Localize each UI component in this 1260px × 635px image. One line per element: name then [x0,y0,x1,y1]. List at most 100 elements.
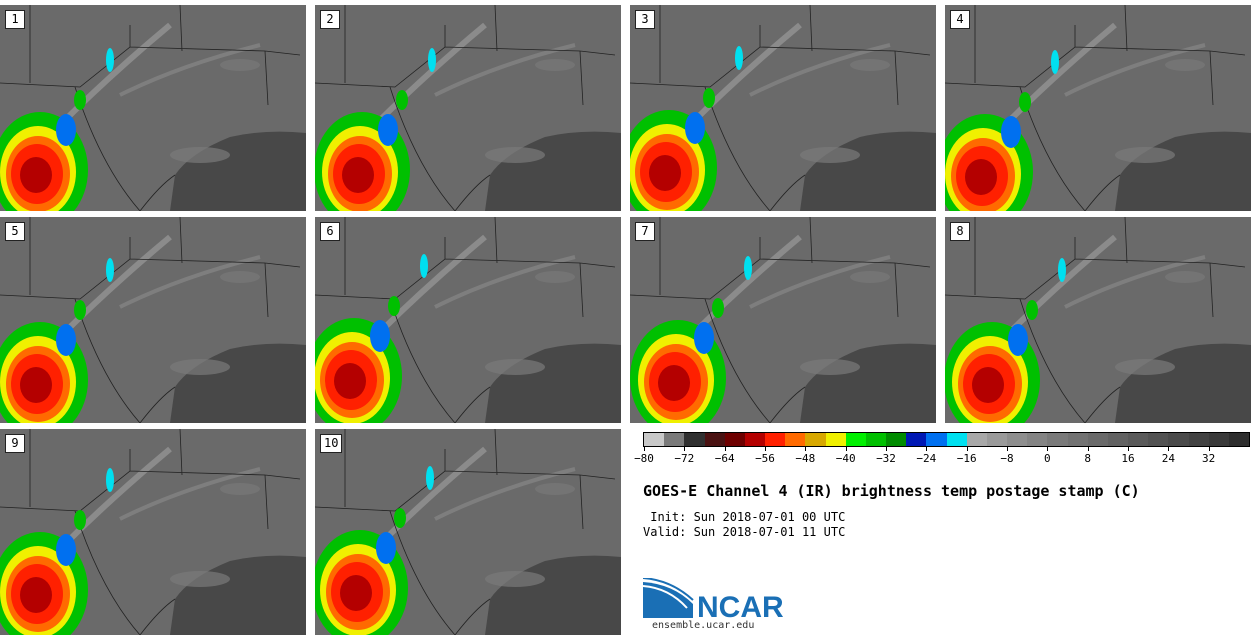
cloud-patch [800,147,860,163]
temperature-colorbar [643,432,1250,447]
river-border [1019,298,1121,423]
convection-edge [74,90,86,110]
state-borders [945,217,1246,318]
colorbar-tick-label: −80 [634,452,654,465]
colorbar-tick [966,446,968,451]
colorbar-bin [765,433,786,446]
convection-core [20,157,52,193]
panel-label: 8 [950,222,970,241]
river-border [389,510,491,635]
ensemble-panel-8: 8 [945,217,1251,423]
colorbar-tick-label: 0 [1044,452,1051,465]
cloud-band [119,255,261,309]
cloud-patch [485,571,545,587]
convection-edge [56,324,76,356]
colorbar-bin [1208,433,1229,446]
cloud-band [119,467,261,521]
state-borders [0,5,301,106]
colorbar-tick [926,446,928,451]
cloud-band [57,234,172,340]
convection-edge [394,508,406,528]
colorbar-bin [1047,433,1068,446]
convection-edge [106,48,114,72]
colorbar-bin [865,433,887,446]
panel-label: 7 [635,222,655,241]
cloud-band [119,43,261,97]
colorbar-tick [1168,446,1170,451]
ensemble-panel-9: 9 [0,429,306,635]
colorbar-bin [966,433,987,446]
panel-label: 5 [5,222,25,241]
convection-core [649,155,681,191]
colorbar-bin [1027,433,1048,446]
colorbar-tick-label: −16 [956,452,977,465]
colorbar-bin [805,433,826,446]
convection-edge [744,256,752,280]
convection-core [20,577,52,613]
colorbar-bin [1168,433,1189,446]
cloud-band [1002,22,1117,128]
satellite-map [945,5,1251,211]
colorbar-tick-label: 16 [1121,452,1135,465]
colorbar-bin [704,433,725,446]
colorbar-bin [1128,433,1149,446]
cloud-patch [485,147,545,163]
convection-edge [56,114,76,146]
convection-core [658,365,690,401]
cloud-band [1064,43,1206,97]
colorbar-tick-label: −56 [755,452,775,465]
colorbar-bin [1188,433,1209,446]
valid-time: Valid: Sun 2018-07-01 11 UTC [643,525,846,539]
init-time: Init: Sun 2018-07-01 00 UTC [643,510,846,524]
colorbar-bin [744,433,766,446]
cloud-patch [170,571,230,587]
colorbar-bin [886,433,907,446]
river-border [704,298,806,423]
cloud-patch [800,359,860,375]
cloud-patch [850,271,890,283]
colorbar-tick-label: −40 [835,452,856,465]
cloud-patch [1165,271,1205,283]
state-borders [945,5,1246,106]
satellite-map [630,217,936,423]
colorbar-tick [805,446,807,451]
convection-edge [703,88,715,108]
state-borders [0,429,301,530]
colorbar-bin [926,433,947,446]
panel-label: 9 [5,434,25,453]
convection-edge [74,300,86,320]
cloud-band [1064,255,1206,309]
convection-edge [388,296,400,316]
colorbar-bin [664,433,685,446]
convection-core [340,575,372,611]
panel-label: 6 [320,222,340,241]
convection-edge [1051,50,1059,74]
convection-core [965,159,997,195]
colorbar-bin [724,433,745,446]
cloud-patch [220,59,260,71]
colorbar-bin [1067,433,1088,446]
convection-edge [420,254,428,278]
colorbar-bin [785,433,806,446]
convection-core [20,367,52,403]
ncar-logo: NCAR [642,577,793,624]
panel-label: 1 [5,10,25,29]
convection-edge [428,48,436,72]
state-borders [315,217,616,318]
convection-edge [685,112,705,144]
ensemble-panel-3: 3 [630,5,936,211]
cloud-band [434,43,576,97]
cloud-patch [535,271,575,283]
colorbar-bin [825,433,846,446]
colorbar-tick [845,446,847,451]
cloud-patch [220,483,260,495]
colorbar-tick [1208,446,1210,451]
convection-edge [376,532,396,564]
convection-core [342,157,374,193]
cloud-patch [1115,359,1175,375]
colorbar-tick-label: −24 [916,452,937,465]
colorbar-tick [724,446,726,451]
colorbar-tick [1007,446,1008,451]
convection-edge [56,534,76,566]
convection-edge [1026,300,1038,320]
